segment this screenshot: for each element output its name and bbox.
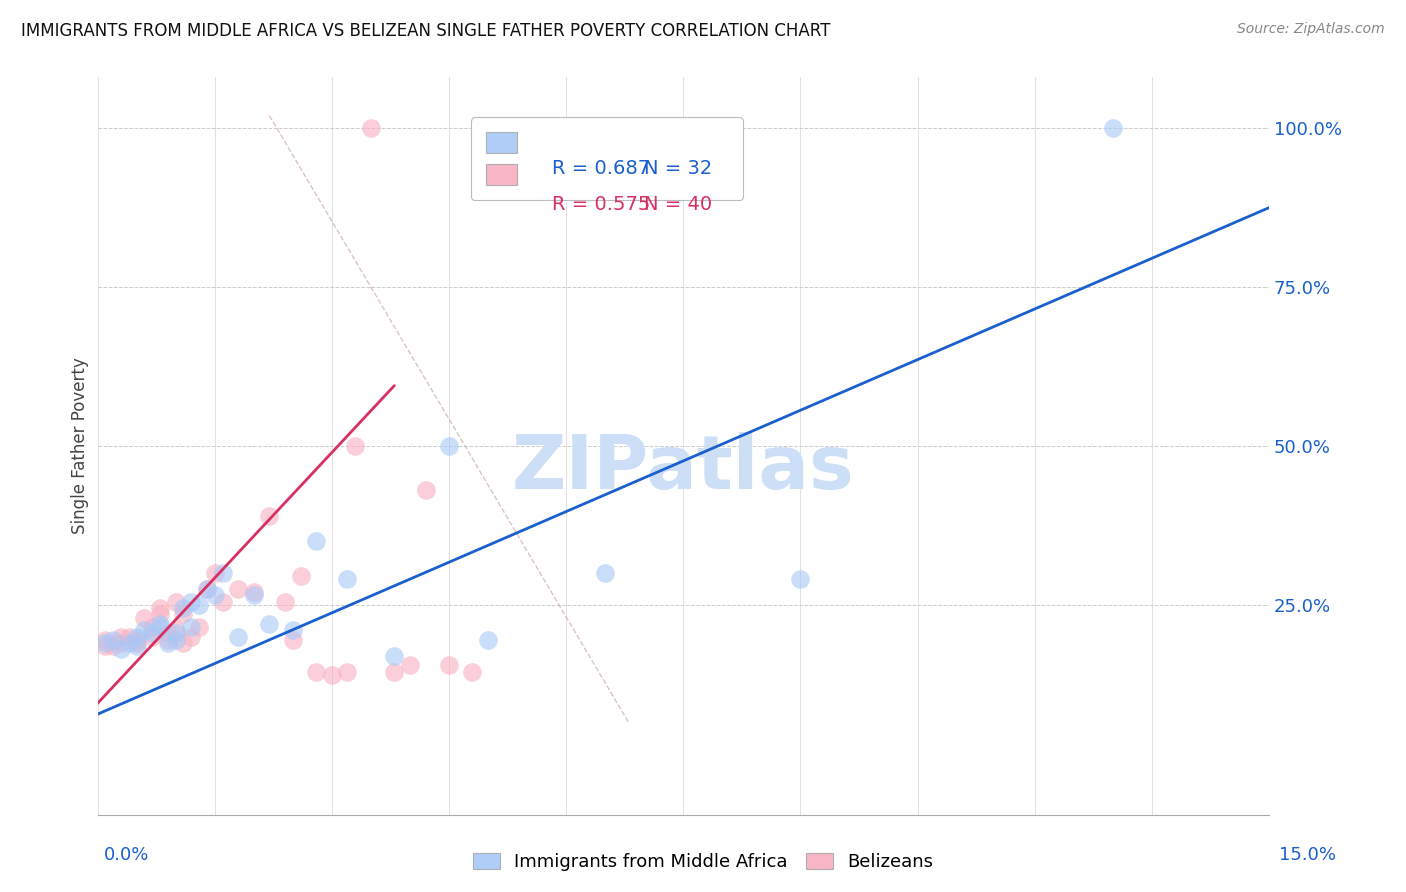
Point — [242, 585, 264, 599]
Text: R = 0.575: R = 0.575 — [553, 195, 651, 214]
Point — [461, 665, 484, 679]
Point — [125, 632, 148, 647]
Point — [211, 595, 233, 609]
Point — [156, 626, 179, 640]
Point — [274, 595, 297, 609]
Point — [149, 620, 172, 634]
Point — [399, 658, 422, 673]
Point — [281, 632, 304, 647]
Point — [172, 607, 194, 622]
Y-axis label: Single Father Poverty: Single Father Poverty — [72, 358, 89, 534]
Point — [94, 636, 117, 650]
Point — [336, 573, 359, 587]
Point — [437, 439, 460, 453]
Point — [172, 636, 194, 650]
Point — [789, 573, 811, 587]
Point — [165, 626, 187, 640]
Text: Source: ZipAtlas.com: Source: ZipAtlas.com — [1237, 22, 1385, 37]
Point — [211, 566, 233, 580]
Point — [382, 665, 405, 679]
Point — [195, 582, 218, 596]
Point — [593, 566, 616, 580]
Point — [125, 636, 148, 650]
Point — [134, 624, 156, 638]
Point — [180, 595, 202, 609]
Legend: Immigrants from Middle Africa, Belizeans: Immigrants from Middle Africa, Belizeans — [465, 846, 941, 879]
Point — [226, 630, 249, 644]
Point — [141, 626, 163, 640]
Point — [226, 582, 249, 596]
Point — [305, 534, 328, 549]
Point — [242, 588, 264, 602]
Point — [118, 630, 141, 644]
Text: 0.0%: 0.0% — [104, 846, 149, 863]
Point — [188, 598, 211, 612]
Point — [94, 632, 117, 647]
Point — [290, 569, 312, 583]
Point — [110, 630, 132, 644]
Point — [103, 639, 125, 653]
Point — [188, 620, 211, 634]
Point — [141, 630, 163, 644]
Point — [110, 642, 132, 657]
Point — [165, 624, 187, 638]
Point — [415, 483, 437, 498]
Point — [204, 566, 226, 580]
Point — [305, 665, 328, 679]
Legend:                               ,                               : , — [471, 118, 742, 201]
Point — [360, 121, 382, 136]
Point — [382, 648, 405, 663]
Point — [94, 639, 117, 653]
Point — [321, 667, 343, 681]
Point — [118, 636, 141, 650]
Point — [165, 595, 187, 609]
Point — [180, 620, 202, 634]
Point — [134, 610, 156, 624]
Text: 15.0%: 15.0% — [1279, 846, 1336, 863]
Point — [204, 588, 226, 602]
Point — [172, 601, 194, 615]
Point — [156, 636, 179, 650]
Point — [195, 582, 218, 596]
Text: ZIPatlas: ZIPatlas — [512, 432, 855, 505]
Point — [125, 630, 148, 644]
Point — [344, 439, 367, 453]
Point — [141, 620, 163, 634]
Point — [259, 508, 281, 523]
Point — [336, 665, 359, 679]
Point — [165, 632, 187, 647]
Text: R = 0.687: R = 0.687 — [553, 159, 650, 178]
Point — [149, 616, 172, 631]
Point — [180, 630, 202, 644]
Point — [437, 658, 460, 673]
Point — [156, 632, 179, 647]
Text: N = 40: N = 40 — [644, 195, 711, 214]
Point — [259, 616, 281, 631]
Point — [125, 639, 148, 653]
Point — [477, 632, 499, 647]
Point — [149, 607, 172, 622]
Point — [281, 624, 304, 638]
Point — [103, 632, 125, 647]
Point — [149, 601, 172, 615]
Point — [110, 636, 132, 650]
Point — [1101, 121, 1123, 136]
Text: IMMIGRANTS FROM MIDDLE AFRICA VS BELIZEAN SINGLE FATHER POVERTY CORRELATION CHAR: IMMIGRANTS FROM MIDDLE AFRICA VS BELIZEA… — [21, 22, 831, 40]
Text: N = 32: N = 32 — [644, 159, 713, 178]
